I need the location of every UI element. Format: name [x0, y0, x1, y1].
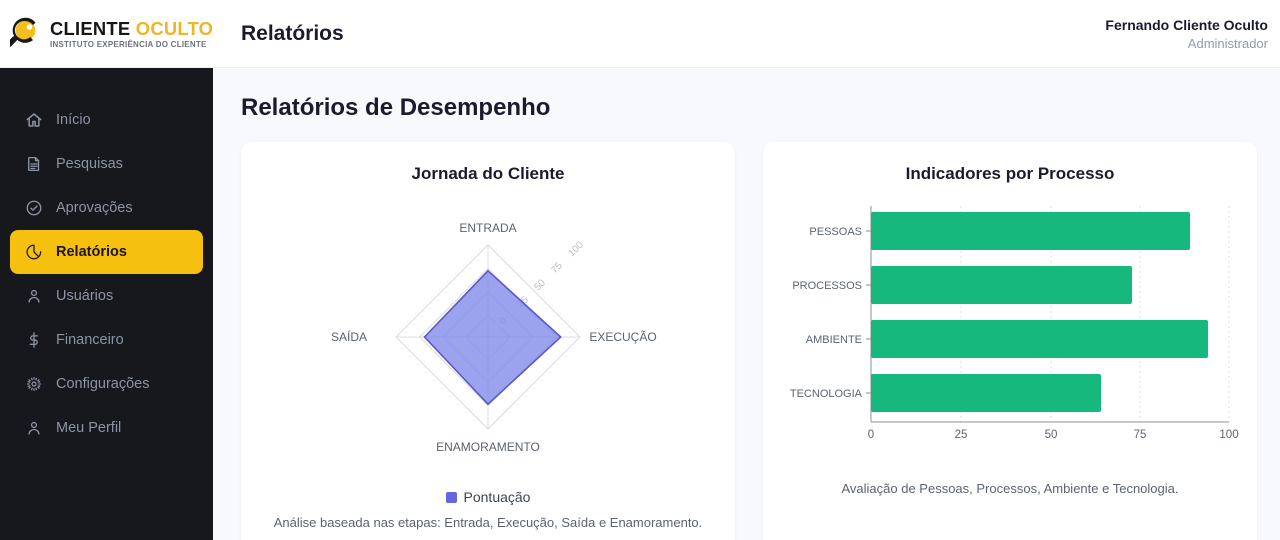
svg-text:100: 100 — [566, 239, 586, 259]
svg-text:EXECUÇÃO: EXECUÇÃO — [589, 330, 656, 344]
svg-text:100: 100 — [1219, 429, 1238, 441]
svg-text:50: 50 — [532, 277, 548, 293]
svg-text:75: 75 — [1134, 429, 1147, 441]
svg-text:0: 0 — [868, 429, 874, 441]
svg-text:PROCESSOS: PROCESSOS — [792, 280, 862, 292]
svg-text:75: 75 — [549, 260, 565, 276]
svg-text:PESSOAS: PESSOAS — [809, 226, 862, 238]
svg-text:AMBIENTE: AMBIENTE — [806, 334, 862, 346]
svg-text:TECNOLOGIA: TECNOLOGIA — [790, 388, 863, 400]
svg-text:ENAMORAMENTO: ENAMORAMENTO — [436, 440, 540, 454]
svg-text:50: 50 — [1045, 429, 1058, 441]
svg-text:ENTRADA: ENTRADA — [459, 221, 516, 235]
svg-text:SAÍDA: SAÍDA — [331, 329, 367, 344]
svg-text:25: 25 — [955, 429, 968, 441]
